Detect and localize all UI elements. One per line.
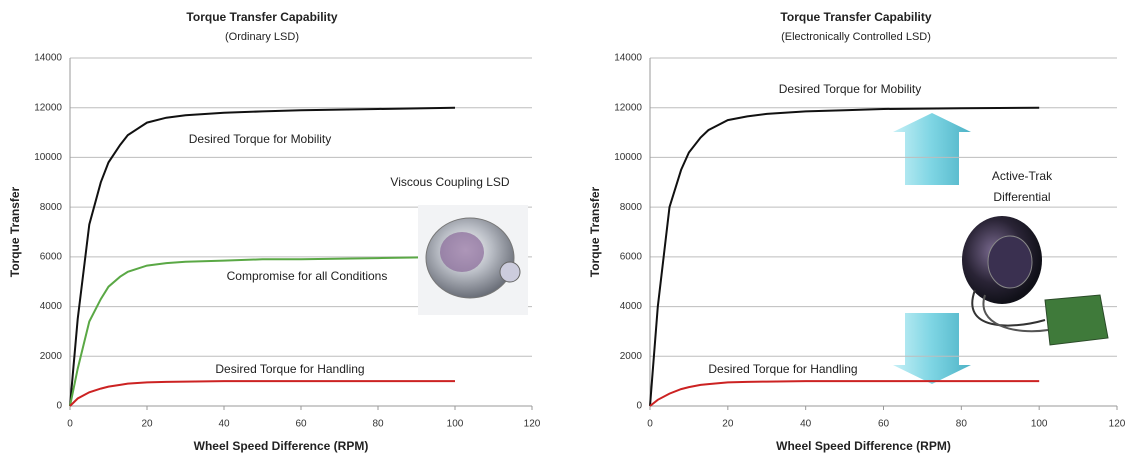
series-label: Desired Torque for Handling — [215, 362, 364, 376]
page: 0200040006000800010000120001400002040608… — [0, 0, 1135, 458]
x-tick-label: 0 — [647, 419, 653, 430]
x-tick-label: 60 — [878, 419, 890, 430]
y-tick-label: 10000 — [614, 152, 642, 163]
x-tick-label: 20 — [141, 419, 153, 430]
series-label: Compromise for all Conditions — [227, 269, 388, 283]
down-arrow — [893, 313, 971, 384]
y-tick-label: 6000 — [40, 251, 63, 262]
y-axis-label: Torque Transfer — [588, 186, 602, 277]
chart-subtitle: (Electronically Controlled LSD) — [781, 31, 931, 43]
x-tick-label: 60 — [295, 419, 307, 430]
active-trak-image — [962, 216, 1108, 345]
series-line — [650, 381, 1039, 406]
y-tick-label: 12000 — [614, 102, 642, 113]
y-tick-label: 14000 — [34, 53, 62, 64]
chart-title: Torque Transfer Capability — [780, 10, 931, 24]
x-tick-label: 0 — [67, 419, 73, 430]
chart: 0 2000 4000 6000 8000 10000 12000 14000 0 20 40 60 8… — [588, 10, 1126, 453]
x-axis-label: Wheel Speed Difference (RPM) — [194, 439, 369, 453]
annotation: Viscous Coupling LSD — [390, 175, 510, 189]
x-tick-label: 100 — [1031, 419, 1048, 430]
y-tick-label: 4000 — [620, 301, 643, 312]
x-tick-label: 80 — [956, 419, 968, 430]
x-tick-label: 20 — [722, 419, 734, 430]
y-tick-label: 4000 — [40, 301, 63, 312]
series-label: Desired Torque for Handling — [708, 362, 857, 376]
series-label: Desired Torque for Mobility — [189, 132, 332, 146]
x-tick-label: 40 — [800, 419, 812, 430]
y-tick-label: 8000 — [40, 202, 63, 213]
x-tick-label: 80 — [372, 419, 384, 430]
y-tick-label: 6000 — [620, 251, 643, 262]
y-tick-label: 2000 — [620, 351, 643, 362]
up-arrow — [893, 113, 971, 185]
viscous-coupling-image — [418, 205, 528, 315]
x-axis-label: Wheel Speed Difference (RPM) — [776, 439, 951, 453]
y-tick-label: 2000 — [40, 351, 63, 362]
annotation: Differential — [993, 190, 1050, 204]
y-axis-label: Torque Transfer — [8, 186, 22, 277]
series-label: Desired Torque for Mobility — [779, 82, 922, 96]
x-tick-label: 120 — [1109, 419, 1126, 430]
chart-subtitle: (Ordinary LSD) — [225, 31, 299, 43]
series-line — [70, 381, 455, 406]
annotation: Active-Trak — [992, 169, 1053, 183]
y-tick-label: 12000 — [34, 102, 62, 113]
chart-title: Torque Transfer Capability — [186, 10, 337, 24]
y-tick-label: 0 — [636, 401, 642, 412]
x-tick-label: 40 — [218, 419, 230, 430]
y-tick-label: 14000 — [614, 53, 642, 64]
y-tick-label: 10000 — [34, 152, 62, 163]
x-tick-label: 100 — [447, 419, 464, 430]
y-tick-label: 8000 — [620, 202, 643, 213]
x-tick-label: 120 — [524, 419, 541, 430]
y-tick-label: 0 — [56, 401, 62, 412]
